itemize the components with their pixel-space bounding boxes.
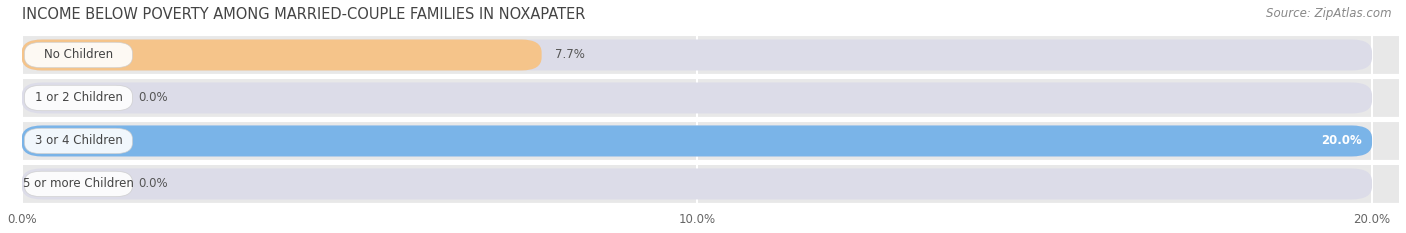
Text: No Children: No Children — [44, 48, 112, 62]
FancyBboxPatch shape — [0, 122, 1406, 160]
FancyBboxPatch shape — [0, 79, 1406, 117]
FancyBboxPatch shape — [21, 40, 541, 70]
Text: 3 or 4 Children: 3 or 4 Children — [35, 134, 122, 147]
FancyBboxPatch shape — [0, 165, 1406, 203]
Text: 0.0%: 0.0% — [139, 92, 169, 104]
Text: 20.0%: 20.0% — [1322, 134, 1362, 147]
FancyBboxPatch shape — [21, 126, 1372, 156]
FancyBboxPatch shape — [21, 82, 1372, 113]
Text: 1 or 2 Children: 1 or 2 Children — [35, 92, 122, 104]
FancyBboxPatch shape — [0, 36, 1406, 74]
Text: 0.0%: 0.0% — [139, 178, 169, 190]
Text: 7.7%: 7.7% — [555, 48, 585, 62]
FancyBboxPatch shape — [21, 40, 1372, 70]
Text: 5 or more Children: 5 or more Children — [22, 178, 134, 190]
FancyBboxPatch shape — [24, 171, 132, 197]
FancyBboxPatch shape — [24, 128, 132, 154]
Text: Source: ZipAtlas.com: Source: ZipAtlas.com — [1267, 7, 1392, 20]
FancyBboxPatch shape — [24, 85, 132, 111]
FancyBboxPatch shape — [24, 42, 132, 68]
Text: INCOME BELOW POVERTY AMONG MARRIED-COUPLE FAMILIES IN NOXAPATER: INCOME BELOW POVERTY AMONG MARRIED-COUPL… — [21, 7, 585, 22]
FancyBboxPatch shape — [21, 168, 1372, 199]
FancyBboxPatch shape — [21, 126, 1372, 156]
